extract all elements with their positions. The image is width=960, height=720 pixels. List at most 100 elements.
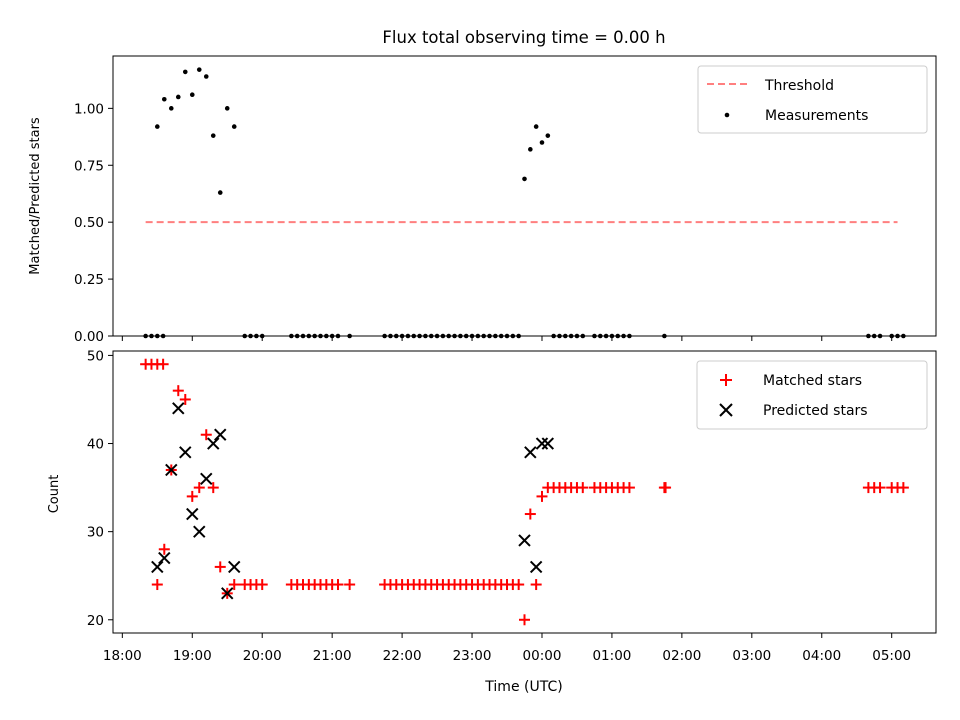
measurement-point xyxy=(231,124,237,129)
predicted-star-point xyxy=(207,437,220,450)
top-axes-frame xyxy=(112,55,937,337)
bottom-xtick-label: 04:00 xyxy=(802,648,841,664)
measurement-point xyxy=(182,69,188,75)
bottom-ytick-label: 40 xyxy=(87,437,104,453)
measurement-point xyxy=(545,133,551,138)
predicted-star-point xyxy=(151,560,164,574)
bottom-xtick-label: 19:00 xyxy=(173,648,212,664)
predicted-star-stroke-b xyxy=(158,551,171,565)
matched-star-point xyxy=(513,579,525,591)
top-ytick-label: 0.50 xyxy=(74,215,104,231)
top-ytick-label: 0.25 xyxy=(74,272,104,288)
bottom-xtick-label: 22:00 xyxy=(383,648,422,664)
predicted-star-stroke-b xyxy=(518,534,531,547)
predicted-star-point xyxy=(165,463,178,477)
bottom-ytick-label: 20 xyxy=(87,613,104,629)
bottom-xtick-label: 03:00 xyxy=(732,648,771,664)
matched-star-point xyxy=(186,490,198,502)
predicted-star-stroke-b xyxy=(524,446,537,459)
matched-star-point xyxy=(158,543,170,555)
measurement-point xyxy=(189,92,195,97)
predicted-star-point xyxy=(221,587,234,600)
measurement-point xyxy=(224,106,230,111)
predicted-star-point xyxy=(214,428,227,441)
measurement-point xyxy=(210,133,216,138)
predicted-star-point xyxy=(524,446,537,459)
predicted-star-stroke-b xyxy=(172,402,185,415)
matched-legend-swatch xyxy=(720,374,732,386)
bottom-xtick-label: 00:00 xyxy=(523,648,562,664)
bottom-plot-area: 20 30 40 50 18:00 19:00 20:00 21:00 22:00 23:00 00… xyxy=(87,348,911,664)
top-ytick-label: 1.00 xyxy=(74,101,104,117)
bottom-xtick-label: 02:00 xyxy=(662,648,701,664)
matched-star-point xyxy=(179,393,191,405)
measurement-point xyxy=(533,124,539,129)
predicted-legend-swatch xyxy=(719,403,733,417)
matched-star-point xyxy=(524,508,536,520)
bottom-legend-box xyxy=(696,360,928,430)
predicted-star-point xyxy=(193,525,206,538)
top-title: Flux total observing time = 0.00 h xyxy=(382,28,665,47)
bottom-xtick-label: 20:00 xyxy=(243,648,282,664)
matched-star-point xyxy=(256,579,268,591)
measurement-point xyxy=(203,74,209,79)
predicted-star-stroke-b xyxy=(179,446,192,459)
measurement-point xyxy=(522,176,527,182)
measurements-legend-label: Measurements xyxy=(765,108,868,124)
top-legend-box xyxy=(697,65,928,134)
predicted-star-point xyxy=(541,437,555,450)
bottom-xlabel: Time (UTC) xyxy=(484,679,562,695)
bottom-ytick-label: 30 xyxy=(87,525,104,541)
matched-star-point xyxy=(344,579,356,591)
predicted-star-point xyxy=(228,560,241,574)
predicted-star-stroke-b xyxy=(541,437,555,450)
predicted-star-point xyxy=(518,534,531,547)
predicted-star-point xyxy=(158,551,171,565)
measurements-legend-swatch xyxy=(724,112,730,118)
bottom-xtick-label: 21:00 xyxy=(313,648,352,664)
predicted-star-stroke-b xyxy=(165,463,178,477)
matched-star-point xyxy=(228,579,240,591)
predicted-star-stroke-b xyxy=(207,437,220,450)
predicted-star-point xyxy=(529,560,543,574)
bottom-xtick-label: 01:00 xyxy=(592,648,631,664)
matched-star-point xyxy=(172,385,184,397)
top-ytick-label: 0.00 xyxy=(74,329,104,345)
bottom-ylabel: Count xyxy=(47,475,62,514)
matched-star-point xyxy=(207,482,219,494)
threshold-legend-label: Threshold xyxy=(764,78,834,94)
matched-star-point xyxy=(577,482,589,494)
top-panel: Flux total observing time = 0.00 h Match… xyxy=(28,28,937,345)
predicted-star-point xyxy=(535,437,549,450)
matched-star-point xyxy=(332,579,344,591)
predicted-legend-label: Predicted stars xyxy=(763,403,868,419)
matched-star-point xyxy=(519,614,530,626)
bottom-ytick-label: 50 xyxy=(87,348,104,364)
bottom-xtick-label: 18:00 xyxy=(103,648,142,664)
matched-star-point xyxy=(530,579,542,591)
predicted-star-stroke-b xyxy=(535,437,549,450)
measurement-point xyxy=(168,106,174,111)
matched-star-point xyxy=(200,429,212,441)
matched-star-point xyxy=(214,561,226,573)
predicted-star-point xyxy=(172,402,185,415)
predicted-star-point xyxy=(179,446,192,459)
matched-star-point xyxy=(157,358,169,370)
predicted-star-stroke-b xyxy=(221,587,234,600)
matched-star-point xyxy=(623,482,635,494)
measurement-point xyxy=(154,124,160,129)
measurement-point xyxy=(196,67,202,72)
bottom-legend: Matched stars Predicted stars xyxy=(696,360,928,430)
predicted-star-point xyxy=(200,472,213,485)
predicted-star-stroke-b xyxy=(186,507,199,521)
matched-star-point xyxy=(151,579,163,591)
measurement-point xyxy=(528,147,533,152)
measurement-point xyxy=(539,140,545,145)
matched-legend-label: Matched stars xyxy=(763,373,862,389)
predicted-star-stroke-b xyxy=(200,472,213,485)
bottom-xtick-label: 05:00 xyxy=(872,648,911,664)
top-ylabel: Matched/Predicted stars xyxy=(28,117,43,275)
matched-star-point xyxy=(874,482,886,494)
measurement-point xyxy=(175,94,181,100)
